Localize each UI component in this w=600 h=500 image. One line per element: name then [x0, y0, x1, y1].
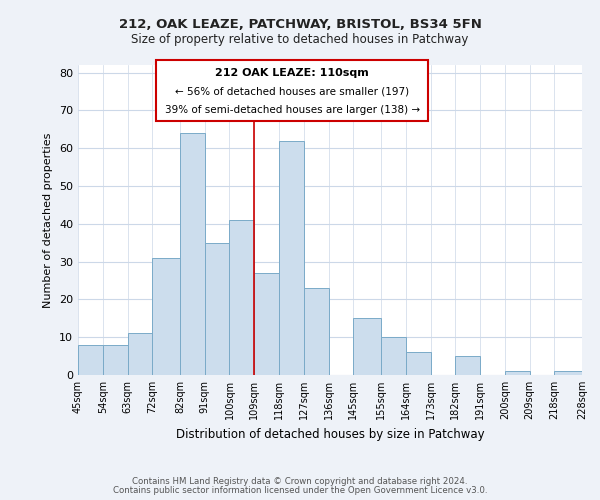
Text: Size of property relative to detached houses in Patchway: Size of property relative to detached ho…: [131, 32, 469, 46]
X-axis label: Distribution of detached houses by size in Patchway: Distribution of detached houses by size …: [176, 428, 484, 440]
Text: 212 OAK LEAZE: 110sqm: 212 OAK LEAZE: 110sqm: [215, 68, 369, 78]
Bar: [381, 337, 406, 375]
Bar: [180, 133, 205, 375]
Bar: [455, 356, 480, 375]
Bar: [152, 258, 180, 375]
Bar: [353, 318, 381, 375]
Bar: [254, 273, 279, 375]
Bar: [128, 334, 152, 375]
Text: Contains HM Land Registry data © Crown copyright and database right 2024.: Contains HM Land Registry data © Crown c…: [132, 477, 468, 486]
Bar: [229, 220, 254, 375]
Text: 212, OAK LEAZE, PATCHWAY, BRISTOL, BS34 5FN: 212, OAK LEAZE, PATCHWAY, BRISTOL, BS34 …: [119, 18, 481, 30]
Bar: [103, 345, 128, 375]
Text: Contains public sector information licensed under the Open Government Licence v3: Contains public sector information licen…: [113, 486, 487, 495]
Text: ← 56% of detached houses are smaller (197): ← 56% of detached houses are smaller (19…: [175, 86, 409, 97]
Bar: [406, 352, 431, 375]
Text: 39% of semi-detached houses are larger (138) →: 39% of semi-detached houses are larger (…: [164, 106, 420, 116]
FancyBboxPatch shape: [156, 60, 428, 121]
Bar: [554, 371, 582, 375]
Bar: [304, 288, 329, 375]
Y-axis label: Number of detached properties: Number of detached properties: [43, 132, 53, 308]
Bar: [78, 345, 103, 375]
Bar: [505, 371, 530, 375]
Bar: [279, 140, 304, 375]
Bar: [205, 242, 229, 375]
